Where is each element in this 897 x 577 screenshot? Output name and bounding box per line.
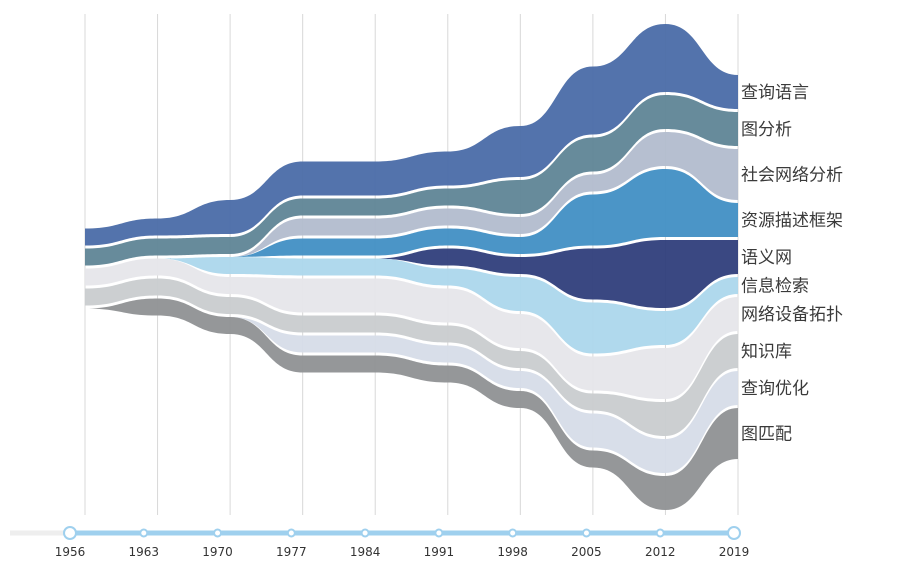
series-label: 知识库 [741,342,792,362]
timeline-tick-label: 1970 [202,545,233,559]
timeline-tick[interactable] [581,528,591,538]
stream-1[interactable] [85,24,738,246]
stream-10[interactable] [85,298,738,511]
stream-7[interactable] [85,258,738,400]
timeline-tick[interactable] [286,528,296,538]
timeline-tick[interactable] [213,528,223,538]
timeline-tick[interactable] [434,528,444,538]
timeline-tick-label: 1984 [350,545,381,559]
stream-5[interactable] [85,240,738,308]
timeline-tick-label: 1998 [497,545,528,559]
timeline-handle[interactable] [63,526,77,540]
stream-9[interactable] [85,298,738,474]
stream-6[interactable] [85,257,738,354]
timeline-tick-label: 1977 [276,545,307,559]
stream-4[interactable] [85,169,738,269]
series-label: 社会网络分析 [741,166,843,186]
series-label: 查询优化 [741,379,809,399]
timeline-tick[interactable] [139,528,149,538]
timeline-tick-label: 2012 [645,545,676,559]
timeline-tick-label: 2005 [571,545,602,559]
series-label: 信息检索 [741,277,809,297]
stream-8[interactable] [85,278,738,437]
series-label: 图分析 [741,120,792,140]
timeline-tick-label: 1956 [55,545,86,559]
timeline-tick[interactable] [360,528,370,538]
series-label: 查询语言 [741,83,809,103]
series-labels: 查询语言图分析社会网络分析资源描述框架语义网信息检索网络设备拓扑知识库查询优化图… [741,83,843,445]
stream-2[interactable] [85,95,738,266]
timeline-tick-label: 2019 [719,545,750,559]
timeline-axis[interactable]: 1956 1963 1970 1977 1984 1991 1998 2005 2012 2019 [10,526,750,559]
timeline-tick[interactable] [508,528,518,538]
series-label: 资源描述框架 [741,211,843,231]
timeline-tick-label: 1991 [424,545,455,559]
stream-layers [85,24,738,510]
series-label: 图匹配 [741,425,792,445]
stream-3[interactable] [85,132,738,269]
timeline-tick-label: 1963 [129,545,160,559]
timeline-tick[interactable] [655,528,665,538]
timeline-handle[interactable] [727,526,741,540]
series-label: 语义网 [741,248,792,268]
series-label: 网络设备拓扑 [741,305,843,325]
